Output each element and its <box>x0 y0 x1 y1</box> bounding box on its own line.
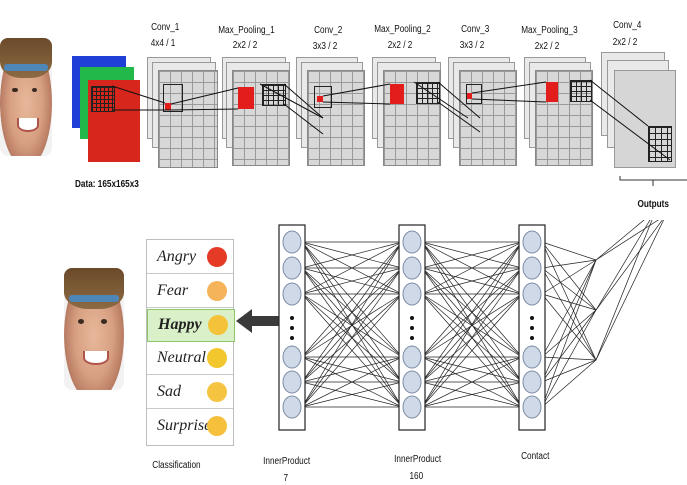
neutral-emoji-icon <box>207 348 227 368</box>
layer-name-maxpool2: Max_Pooling_2 <box>374 24 431 35</box>
layer-params-maxpool1: 2x2 / 2 <box>232 40 258 51</box>
ellipsis-dot <box>410 336 414 340</box>
class-label-neutral: Neutral <box>157 349 206 366</box>
class-item-sad: Sad <box>147 377 233 409</box>
ellipsis-dot <box>530 316 534 320</box>
fc-node-3-6 <box>522 395 542 419</box>
class-item-neutral: Neutral <box>147 343 233 375</box>
fully-connected-network <box>278 220 664 431</box>
ellipsis-dot <box>530 326 534 330</box>
classification-label: Classification <box>152 460 201 471</box>
fc-node-2-4 <box>402 345 422 369</box>
input-face-image <box>0 38 52 156</box>
layer-params-conv4: 2x2 / 2 <box>612 37 638 48</box>
fc-layer-name-2: InnerProduct <box>394 454 442 465</box>
ellipsis-dot <box>290 326 294 330</box>
fc-node-1-2 <box>282 256 302 280</box>
ellipsis-dot <box>410 316 414 320</box>
ellipsis-dot <box>290 316 294 320</box>
class-label-happy: Happy <box>158 316 202 333</box>
fc-node-2-3 <box>402 282 422 306</box>
happy-emoji-icon <box>208 315 228 335</box>
fc-node-1-5 <box>282 370 302 394</box>
class-label-surprise: Surprise <box>157 417 212 434</box>
classification-panel: Angry Fear Happy Neutral Sad Surprise <box>146 239 235 446</box>
class-item-happy: Happy <box>147 309 235 342</box>
layer-name-conv3: Conv_3 <box>461 24 490 35</box>
output-arrow-icon <box>236 309 280 333</box>
layer-params-conv1: 4x4 / 1 <box>150 38 176 49</box>
fc-node-1-4 <box>282 345 302 369</box>
angry-emoji-icon <box>207 247 227 267</box>
layer-params-maxpool3: 2x2 / 2 <box>534 41 560 52</box>
fc-node-1-3 <box>282 282 302 306</box>
layer-params-conv2: 3x3 / 2 <box>312 41 338 52</box>
ellipsis-dot <box>530 336 534 340</box>
layer-name-conv2: Conv_2 <box>314 25 343 36</box>
layer-params-conv3: 3x3 / 2 <box>459 40 485 51</box>
fc-node-3-4 <box>522 345 542 369</box>
layer-params-maxpool2: 2x2 / 2 <box>387 40 413 51</box>
fc-node-1-6 <box>282 395 302 419</box>
surprise-emoji-icon <box>207 416 227 436</box>
fc-node-2-6 <box>402 395 422 419</box>
fc-node-1-1 <box>282 230 302 254</box>
sad-emoji-icon <box>207 382 227 402</box>
fc-layer-name-1: InnerProduct <box>263 456 311 467</box>
class-label-fear: Fear <box>157 282 189 299</box>
fc-node-3-2 <box>522 256 542 280</box>
cnn-connection-lines <box>111 79 687 186</box>
fc-node-3-5 <box>522 370 542 394</box>
fc-node-3-1 <box>522 230 542 254</box>
ellipsis-dot <box>410 326 414 330</box>
outputs-label: Outputs <box>637 199 669 210</box>
layer-name-maxpool1: Max_Pooling_1 <box>218 25 275 36</box>
fc-layer-size-2: 160 <box>409 471 424 482</box>
layer-name-conv1: Conv_1 <box>151 22 180 33</box>
class-item-fear: Fear <box>147 276 233 308</box>
class-item-surprise: Surprise <box>147 411 233 442</box>
class-label-sad: Sad <box>157 383 181 400</box>
layer-name-conv4: Conv_4 <box>613 20 642 31</box>
fc-node-2-5 <box>402 370 422 394</box>
layer-name-maxpool3: Max_Pooling_3 <box>521 25 578 36</box>
fc-node-3-3 <box>522 282 542 306</box>
input-kernel-grid <box>91 86 115 112</box>
data-label: Data: 165x165x3 <box>75 179 139 190</box>
fc-layer-size-1: 7 <box>283 473 289 484</box>
fc-layer-name-3: Contact <box>521 451 550 462</box>
class-label-angry: Angry <box>157 248 197 265</box>
class-item-angry: Angry <box>147 242 233 274</box>
fc-node-2-1 <box>402 230 422 254</box>
ellipsis-dot <box>290 336 294 340</box>
fc-node-2-2 <box>402 256 422 280</box>
fear-emoji-icon <box>207 281 227 301</box>
classified-face-image <box>64 268 124 390</box>
